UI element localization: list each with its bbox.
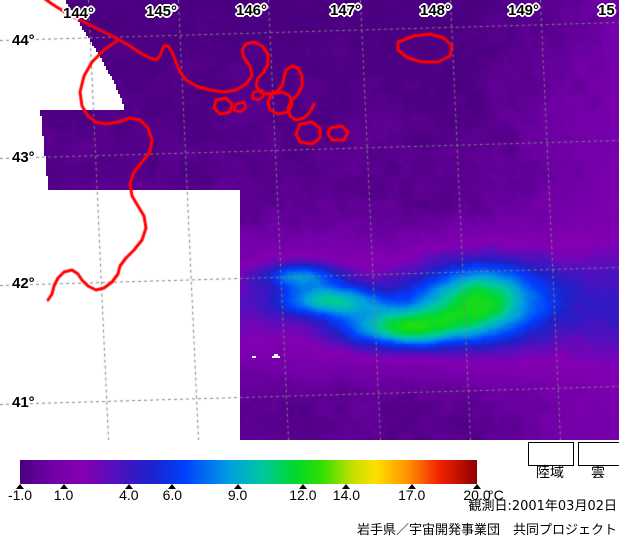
legend-label-land: 陸域 [536, 465, 564, 481]
project-credit: 岩手県／宇宙開発事業団 共同プロジェクト [356, 523, 617, 538]
latitude-label-43: 43° [12, 149, 35, 166]
colorbar-tick-label-7: 17.0 [398, 487, 426, 503]
colorbar [20, 460, 477, 484]
colorbar-unit-label: °C [488, 487, 504, 503]
legend-swatch-land [528, 442, 574, 466]
colorbar-tick-label-1: 1.0 [53, 487, 74, 503]
colorbar-tick-label-5: 12.0 [289, 487, 317, 503]
longitude-label-148: 148° [420, 2, 452, 19]
colorbar-tick-7 [407, 484, 416, 489]
observation-date: 観測日:2001年03月02日 [468, 499, 617, 514]
colorbar-tick-label-8: 20.0 [463, 487, 491, 503]
latitude-label-42: 42° [12, 275, 35, 292]
latitude-label-41: 41° [12, 394, 35, 411]
legend-label-cloud: 雲 [591, 465, 605, 481]
colorbar-tick-4 [233, 484, 242, 489]
colorbar-tick-8 [473, 484, 481, 489]
longitude-label-145: 145° [146, 3, 178, 20]
legend-swatch-cloud [578, 442, 619, 466]
map-panel: 144° 145° 146° 147° 148° 149° 15 44° 43° 42° 41° [0, 0, 619, 440]
colorbar-tick-label-4: 9.0 [227, 487, 248, 503]
colorbar-tick-6 [342, 484, 351, 489]
colorbar-tick-label-2: 4.0 [119, 487, 139, 503]
longitude-label-144: 144° [63, 5, 95, 22]
longitude-label-150: 15 [598, 2, 615, 19]
colorbar-tick-label-3: 6.0 [162, 487, 183, 503]
longitude-label-146: 146° [236, 2, 268, 19]
colorbar-tick-label-6: 14.0 [332, 487, 361, 503]
colorbar-gradient [20, 460, 477, 484]
colorbar-tick-2 [124, 484, 133, 489]
legend-panel: -1.0 1.0 4.0 6.0 9.0 12.0 14.0 17.0 20.0 °C 陸域 雲… [0, 440, 619, 546]
colorbar-tick-5 [298, 484, 307, 489]
colorbar-tick-3 [168, 484, 177, 489]
longitude-label-149: 149° [508, 2, 540, 19]
colorbar-tick-0 [16, 484, 24, 489]
latitude-label-44: 44° [12, 32, 35, 49]
longitude-label-147: 147° [330, 2, 362, 19]
coastline-layer [0, 0, 619, 440]
colorbar-tick-1 [59, 484, 68, 489]
colorbar-tick-label-0: -1.0 [7, 487, 33, 503]
